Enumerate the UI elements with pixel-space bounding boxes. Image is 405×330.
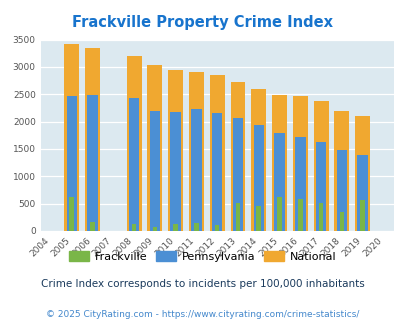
Bar bbox=[214, 225, 219, 231]
Bar bbox=[126, 56, 141, 231]
Bar bbox=[232, 118, 243, 231]
Bar bbox=[173, 224, 177, 231]
Bar bbox=[274, 133, 284, 231]
Bar bbox=[253, 125, 263, 231]
Bar bbox=[271, 95, 286, 231]
Bar bbox=[194, 222, 198, 231]
Bar bbox=[129, 98, 139, 231]
Bar bbox=[90, 222, 95, 231]
Bar bbox=[292, 96, 307, 231]
Bar bbox=[336, 149, 346, 231]
Bar bbox=[152, 227, 157, 231]
Bar bbox=[354, 115, 369, 231]
Bar bbox=[149, 111, 160, 231]
Bar bbox=[211, 113, 222, 231]
Bar bbox=[334, 111, 348, 231]
Bar bbox=[315, 142, 326, 231]
Bar bbox=[256, 206, 260, 231]
Bar bbox=[191, 109, 201, 231]
Bar bbox=[297, 199, 302, 231]
Bar bbox=[168, 70, 183, 231]
Bar bbox=[251, 89, 266, 231]
Bar bbox=[188, 72, 203, 231]
Bar bbox=[235, 203, 240, 231]
Bar bbox=[360, 200, 364, 231]
Bar bbox=[64, 44, 79, 231]
Bar bbox=[294, 137, 305, 231]
Legend: Frackville, Pennsylvania, National: Frackville, Pennsylvania, National bbox=[65, 247, 340, 266]
Bar bbox=[339, 212, 343, 231]
Bar bbox=[356, 155, 367, 231]
Bar bbox=[170, 112, 180, 231]
Text: Crime Index corresponds to incidents per 100,000 inhabitants: Crime Index corresponds to incidents per… bbox=[41, 279, 364, 289]
Bar bbox=[209, 75, 224, 231]
Text: © 2025 CityRating.com - https://www.cityrating.com/crime-statistics/: © 2025 CityRating.com - https://www.city… bbox=[46, 310, 359, 319]
Bar bbox=[132, 224, 136, 231]
Text: Frackville Property Crime Index: Frackville Property Crime Index bbox=[72, 15, 333, 30]
Bar bbox=[318, 203, 323, 231]
Bar bbox=[147, 65, 162, 231]
Bar bbox=[230, 82, 245, 231]
Bar bbox=[66, 96, 77, 231]
Bar bbox=[313, 101, 328, 231]
Bar bbox=[87, 95, 98, 231]
Bar bbox=[69, 197, 74, 231]
Bar bbox=[85, 49, 100, 231]
Bar bbox=[277, 197, 281, 231]
